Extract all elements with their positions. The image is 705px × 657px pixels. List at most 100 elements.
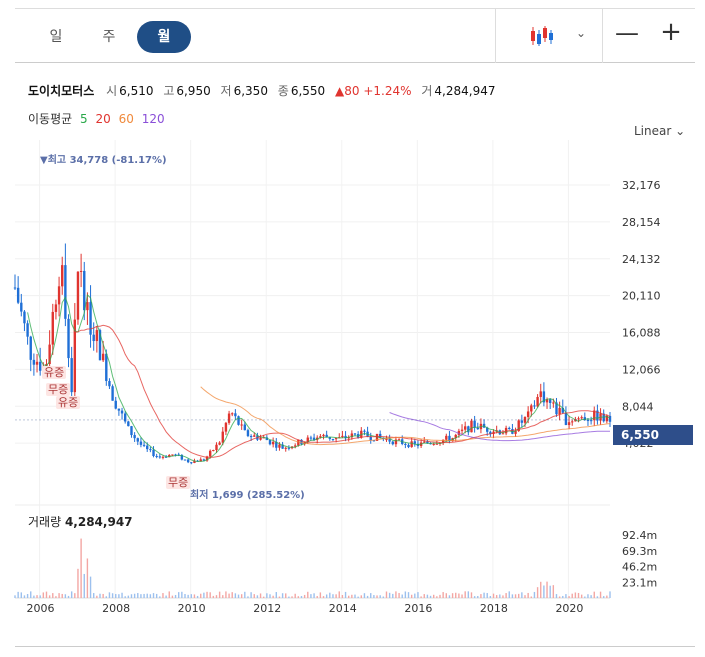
time-axis-label: 2010 (178, 602, 206, 615)
candle-body (224, 422, 228, 432)
candle-body (555, 402, 558, 415)
candle-body (23, 311, 26, 324)
scale-mode-dropdown[interactable]: Linear ⌄ (634, 124, 685, 138)
tab-weekly[interactable]: 주 (102, 29, 116, 45)
candle-body (155, 456, 158, 458)
candle-body (391, 441, 394, 445)
candle-body (127, 421, 130, 427)
volume-label: 거 (421, 84, 433, 98)
tab-daily[interactable]: 일 (49, 29, 63, 45)
candle-body (331, 438, 335, 440)
candle-body (448, 435, 451, 442)
zoom-in-button[interactable]: + (660, 17, 682, 47)
candle-body (486, 427, 489, 432)
event-marker[interactable]: 유증 (56, 396, 81, 409)
volume-panel-label: 거래량 (28, 515, 62, 529)
candle-body (441, 439, 445, 443)
chevron-down-icon[interactable]: ⌄ (576, 26, 587, 40)
moving-average-legend: 이동평균 5 20 60 120 (28, 110, 169, 127)
candle-body (265, 437, 269, 441)
candle-body (561, 407, 564, 413)
candle-body (234, 413, 237, 417)
candle-body (199, 459, 202, 462)
candle-body (542, 391, 546, 403)
time-axis-label: 2012 (253, 602, 281, 615)
tab-monthly[interactable]: 월 (137, 21, 191, 53)
candlestick-icon[interactable] (530, 24, 556, 48)
chevron-down-icon: ⌄ (675, 124, 686, 138)
volume-value: 4,284,947 (434, 84, 496, 98)
candle-body (539, 391, 542, 397)
chart-toolbar: 일 주 월 ⌄ — + (15, 8, 695, 63)
volume-panel-value: 4,284,947 (64, 515, 133, 529)
candle-body (73, 319, 77, 393)
candle-body (139, 441, 143, 445)
price-axis-label: 20,110 (622, 290, 661, 303)
event-marker[interactable]: 무증 (166, 476, 191, 489)
candle-body (51, 311, 54, 345)
candle-body (350, 433, 354, 438)
low-annotation: 최저 1,699 (285.52%) (190, 490, 305, 501)
candle-body (309, 437, 313, 439)
candle-body (306, 437, 309, 442)
event-marker[interactable]: 유증 (42, 366, 67, 379)
time-axis-label: 2008 (102, 602, 130, 615)
candle-body (328, 437, 332, 439)
candle-body (136, 438, 139, 442)
candle-body (108, 380, 111, 387)
candle-body (520, 420, 524, 423)
candle-body (344, 435, 347, 439)
change-value: ▲80 (335, 84, 360, 98)
candle-body (369, 436, 372, 441)
candle-body (501, 433, 505, 435)
candle-body (385, 439, 388, 441)
candle-body (460, 429, 464, 431)
candle-body (536, 396, 539, 407)
candle-body (171, 454, 174, 456)
toolbar-divider (495, 9, 496, 63)
candle-body (489, 431, 492, 434)
candle-body (463, 426, 467, 430)
bottom-divider (15, 646, 695, 647)
candle-body (322, 434, 325, 437)
event-marker[interactable]: 무증 (46, 383, 71, 396)
candle-body (86, 302, 89, 311)
moving-average-line (74, 324, 611, 458)
time-axis-label: 2006 (27, 602, 55, 615)
high-annotation: ▼최고 34,778 (-81.17%) (40, 155, 167, 166)
quote-summary: 도이치모터스 시 6,510 고 6,950 저 6,350 종 6,550 ▲80 +… (28, 82, 501, 99)
candle-body (394, 439, 398, 445)
candle-body (20, 302, 23, 312)
candle-body (375, 433, 379, 441)
candle-body (164, 456, 168, 458)
candle-body (64, 265, 67, 319)
candle-body (567, 422, 571, 426)
candle-body (29, 336, 32, 360)
candle-body (435, 443, 439, 445)
candle-body (180, 455, 184, 460)
zoom-out-button[interactable]: — (615, 19, 639, 47)
candle-body (407, 444, 410, 448)
candle-body (300, 439, 303, 445)
open-value: 6,510 (119, 84, 154, 98)
candle-body (593, 410, 596, 421)
candle-body (26, 323, 29, 337)
candle-body (130, 426, 133, 436)
candle-body (221, 431, 224, 443)
volume-axis-label: 46.2m (622, 561, 657, 574)
candle-body (202, 459, 206, 461)
candle-body (413, 441, 417, 444)
candle-body (70, 358, 73, 393)
candle-body (208, 450, 212, 457)
candle-body (473, 420, 476, 428)
candle-body (32, 359, 36, 365)
close-label: 종 (277, 84, 289, 98)
candle-body (67, 318, 70, 359)
candle-body (596, 410, 599, 421)
candle-body (423, 441, 426, 443)
candle-body (149, 449, 152, 451)
time-axis-label: 2020 (555, 602, 583, 615)
candle-body (89, 302, 92, 335)
candle-body (404, 443, 407, 445)
